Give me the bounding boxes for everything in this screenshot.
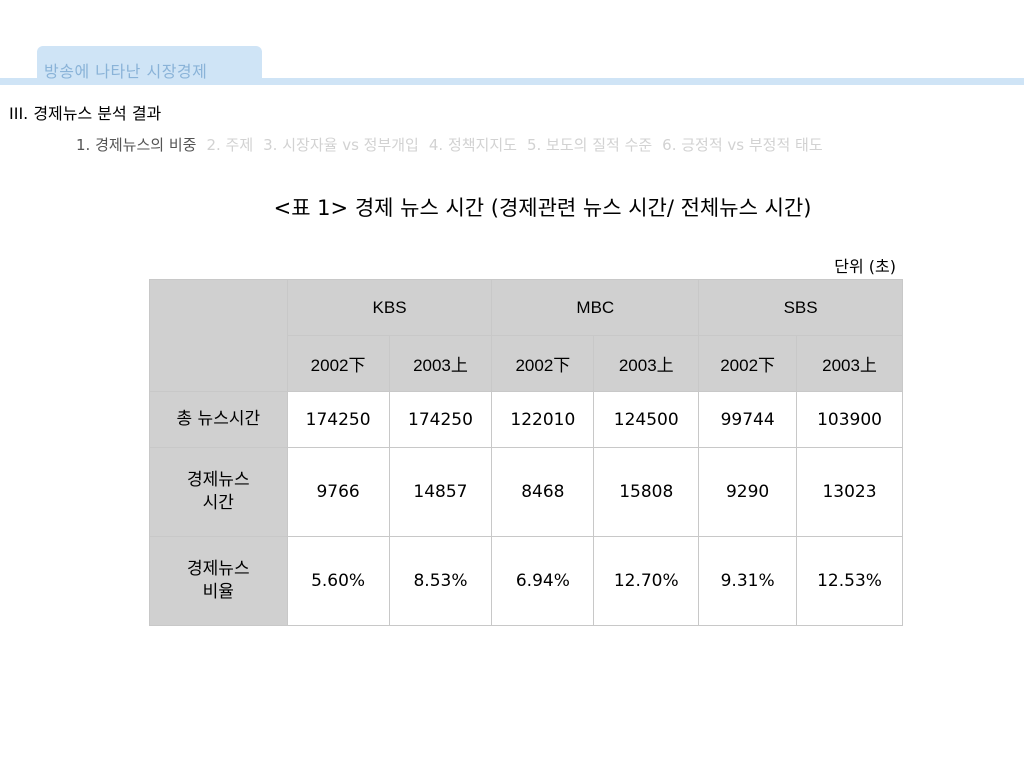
column-header-period: 2002下 [286,335,390,392]
table-cell: 124500 [593,391,700,448]
table-cell: 122010 [491,391,595,448]
header-band [0,78,1024,85]
table-cell: 13023 [796,447,903,537]
presentation-tab-title: 방송에 나타난 시장경제 [37,46,262,82]
row-header-line: 경제뉴스 [187,559,250,579]
column-header-period: 2003上 [388,335,493,392]
table-row: 총 뉴스시간 174250 174250 122010 124500 99744… [149,391,903,448]
table-cell: 9290 [698,447,798,537]
subnav-item-topics[interactable]: 2. 주제 [206,136,254,154]
column-header-kbs: KBS [286,279,493,336]
table-cell: 14857 [388,447,493,537]
table-cell: 12.70% [593,536,700,626]
column-header-period: 2002下 [491,335,595,392]
subnav-item-policy-support[interactable]: 4. 정책지지도 [428,136,517,154]
column-header-period: 2003上 [593,335,700,392]
economic-news-time-table: KBS MBC SBS 2002下 2003上 2002下 2003上 2002… [149,279,903,626]
sub-navigation: 1. 경제뉴스의 비중 2. 주제 3. 시장자율 vs 정부개입 4. 정책지지도 5… [76,134,833,155]
subnav-item-positive-vs-negative[interactable]: 6. 긍정적 vs 부정적 태도 [662,136,823,154]
row-header-line: 경제뉴스 [187,470,250,490]
subnav-item-market-vs-government[interactable]: 3. 시장자율 vs 정부개입 [263,136,419,154]
table-cell: 99744 [698,391,798,448]
unit-label: 단위 (초) [834,257,896,276]
subnav-item-reporting-quality[interactable]: 5. 보도의 질적 수준 [526,136,653,154]
subnav-item-economic-news-share[interactable]: 1. 경제뉴스의 비중 [76,136,197,154]
table-cell: 8468 [491,447,595,537]
table-title: <표 1> 경제 뉴스 시간 (경제관련 뉴스 시간/ 전체뉴스 시간) [273,196,812,220]
row-header-economic-news-ratio: 경제뉴스 비율 [149,536,288,626]
table-cell: 9766 [286,447,390,537]
column-header-mbc: MBC [491,279,700,336]
table-header-row-periods: 2002下 2003上 2002下 2003上 2002下 2003上 [150,335,903,392]
table-header-row-broadcasters: KBS MBC SBS [149,279,903,392]
table-row: 경제뉴스 시간 9766 14857 8468 15808 9290 13023 [149,447,903,537]
table-cell: 174250 [388,391,493,448]
table-cell: 15808 [593,447,700,537]
table-cell: 9.31% [698,536,798,626]
row-header-line: 시간 [202,493,234,513]
table-cell: 103900 [796,391,903,448]
column-header-period: 2003上 [796,335,903,392]
row-header-economic-news-time: 경제뉴스 시간 [149,447,288,537]
column-header-sbs: SBS [698,279,903,336]
table-cell: 8.53% [388,536,493,626]
table-cell: 174250 [286,391,390,448]
section-title: III. 경제뉴스 분석 결과 [9,104,162,123]
table-row: 경제뉴스 비율 5.60% 8.53% 6.94% 12.70% 9.31% 1… [149,536,903,626]
table-corner-cell [149,279,288,392]
table-cell: 5.60% [286,536,390,626]
table-cell: 6.94% [491,536,595,626]
row-header-total-news-time: 총 뉴스시간 [149,391,288,448]
row-header-line: 비율 [202,582,234,602]
column-header-period: 2002下 [698,335,798,392]
table-cell: 12.53% [796,536,903,626]
